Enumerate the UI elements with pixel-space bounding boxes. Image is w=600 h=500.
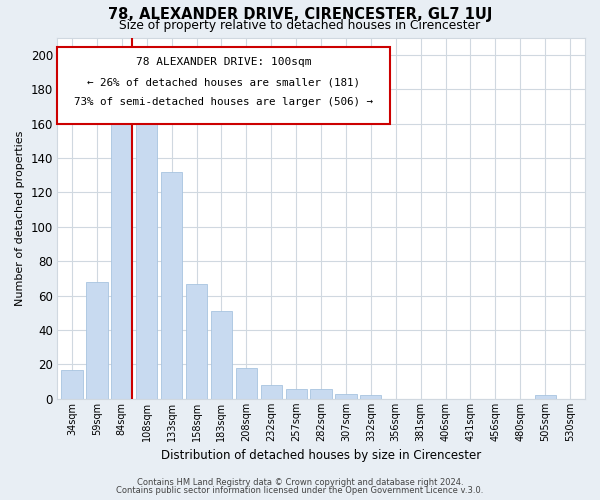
Text: Contains HM Land Registry data © Crown copyright and database right 2024.: Contains HM Land Registry data © Crown c… (137, 478, 463, 487)
Bar (161, 172, 182, 399)
Bar (335, 394, 356, 399)
Bar (535, 396, 556, 399)
Bar (360, 396, 382, 399)
Text: Contains public sector information licensed under the Open Government Licence v.: Contains public sector information licen… (116, 486, 484, 495)
Bar (260, 385, 282, 399)
FancyBboxPatch shape (57, 46, 389, 124)
Bar (186, 284, 207, 399)
Bar (61, 370, 83, 399)
Bar (111, 124, 133, 399)
Bar (211, 311, 232, 399)
Bar (236, 368, 257, 399)
Text: 78, ALEXANDER DRIVE, CIRENCESTER, GL7 1UJ: 78, ALEXANDER DRIVE, CIRENCESTER, GL7 1U… (108, 8, 492, 22)
Bar (286, 388, 307, 399)
Bar (136, 118, 157, 399)
Y-axis label: Number of detached properties: Number of detached properties (15, 130, 25, 306)
Bar (310, 388, 332, 399)
X-axis label: Distribution of detached houses by size in Cirencester: Distribution of detached houses by size … (161, 450, 481, 462)
Text: ← 26% of detached houses are smaller (181): ← 26% of detached houses are smaller (18… (87, 78, 360, 88)
Text: 78 ALEXANDER DRIVE: 100sqm: 78 ALEXANDER DRIVE: 100sqm (136, 58, 311, 68)
Text: Size of property relative to detached houses in Cirencester: Size of property relative to detached ho… (119, 19, 481, 32)
Text: 73% of semi-detached houses are larger (506) →: 73% of semi-detached houses are larger (… (74, 97, 373, 107)
Bar (86, 282, 107, 399)
